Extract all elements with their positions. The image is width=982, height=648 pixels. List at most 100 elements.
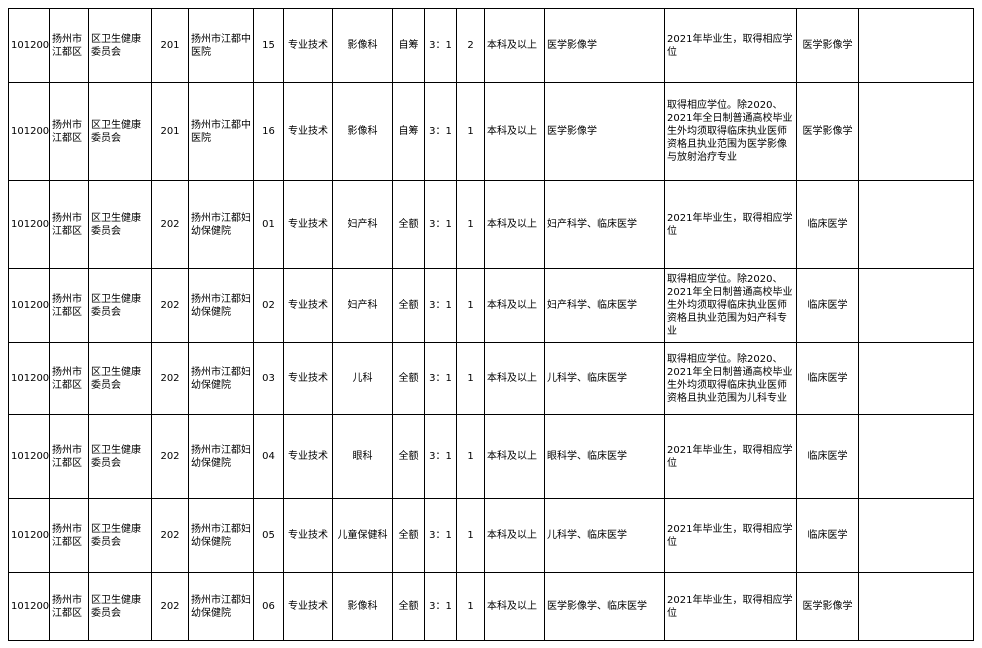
cell-dept: 区卫生健康委员会	[88, 180, 152, 269]
cell-code: 101200	[8, 268, 50, 343]
table-row: 101200 扬州市江都区 区卫生健康委员会 202 扬州市江都妇幼保健院 03 专业技术儿…	[8, 342, 974, 415]
cell-count: 1	[456, 342, 485, 415]
cell-dept: 区卫生健康委员会	[88, 414, 152, 499]
cell-unit-code: 202	[151, 572, 189, 641]
cell-code: 101200	[8, 342, 50, 415]
cell-unit: 扬州市江都妇幼保健院	[188, 268, 254, 343]
cell-count: 1	[456, 268, 485, 343]
cell-funding: 全额	[392, 180, 425, 269]
cell-major: 妇产科学、临床医学	[544, 268, 665, 343]
cell-major: 儿科学、临床医学	[544, 342, 665, 415]
cell-exam: 临床医学	[796, 342, 859, 415]
cell-ratio: 3：1	[424, 82, 457, 181]
cell-unit: 扬州市江都中医院	[188, 8, 254, 83]
cell-ratio: 3：1	[424, 414, 457, 499]
cell-major: 医学影像学	[544, 82, 665, 181]
cell-unit: 扬州市江都妇幼保健院	[188, 498, 254, 573]
cell-pos-code: 02	[253, 268, 284, 343]
cell-major: 妇产科学、临床医学	[544, 180, 665, 269]
cell-ratio: 3：1	[424, 268, 457, 343]
cell-unit-code: 202	[151, 414, 189, 499]
cell-ratio: 3：1	[424, 180, 457, 269]
cell-count: 2	[456, 8, 485, 83]
table-row: 101200 扬州市江都区 区卫生健康委员会 201 扬州市江都中医院 16 专业技术 影像科…	[8, 82, 974, 181]
cell-post: 眼科	[332, 414, 393, 499]
cell-edu: 本科及以上	[484, 268, 545, 343]
cell-ratio: 3：1	[424, 342, 457, 415]
cell-count: 1	[456, 82, 485, 181]
cell-exam: 临床医学	[796, 268, 859, 343]
cell-dept: 区卫生健康委员会	[88, 82, 152, 181]
cell-unit-code: 201	[151, 8, 189, 83]
cell-pos-code: 05	[253, 498, 284, 573]
cell-exam: 临床医学	[796, 180, 859, 269]
cell-unit: 扬州市江都妇幼保健院	[188, 572, 254, 641]
cell-pos-type: 专业技术	[283, 82, 333, 181]
table-row: 101200 扬州市江都区 区卫生健康委员会 202 扬州市江都妇幼保健院 05 专业技术儿…	[8, 498, 974, 573]
cell-req: 2021年毕业生，取得相应学位	[664, 414, 797, 499]
cell-note	[858, 268, 974, 343]
cell-funding: 全额	[392, 342, 425, 415]
cell-req: 2021年毕业生，取得相应学位	[664, 572, 797, 641]
cell-area: 扬州市江都区	[49, 268, 89, 343]
cell-funding: 全额	[392, 414, 425, 499]
cell-unit: 扬州市江都妇幼保健院	[188, 414, 254, 499]
cell-funding: 全额	[392, 498, 425, 573]
cell-major: 眼科学、临床医学	[544, 414, 665, 499]
cell-note	[858, 572, 974, 641]
cell-ratio: 3：1	[424, 498, 457, 573]
cell-pos-type: 专业技术	[283, 498, 333, 573]
cell-pos-code: 01	[253, 180, 284, 269]
cell-req: 取得相应学位。除2020、2021年全日制普通高校毕业生外均须取得临床执业医师资…	[664, 342, 797, 415]
cell-dept: 区卫生健康委员会	[88, 268, 152, 343]
cell-code: 101200	[8, 498, 50, 573]
cell-exam: 医学影像学	[796, 82, 859, 181]
cell-note	[858, 8, 974, 83]
cell-pos-code: 04	[253, 414, 284, 499]
cell-pos-code: 16	[253, 82, 284, 181]
cell-edu: 本科及以上	[484, 180, 545, 269]
cell-unit-code: 201	[151, 82, 189, 181]
cell-area: 扬州市江都区	[49, 498, 89, 573]
cell-unit: 扬州市江都妇幼保健院	[188, 180, 254, 269]
cell-major: 儿科学、临床医学	[544, 498, 665, 573]
cell-post: 妇产科	[332, 268, 393, 343]
cell-edu: 本科及以上	[484, 572, 545, 641]
cell-exam: 临床医学	[796, 414, 859, 499]
table-row: 101200 扬州市江都区 区卫生健康委员会 201 扬州市江都中医院 15 专业技术 影像科…	[8, 8, 974, 83]
cell-exam: 医学影像学	[796, 8, 859, 83]
cell-unit-code: 202	[151, 180, 189, 269]
cell-post: 影像科	[332, 82, 393, 181]
cell-code: 101200	[8, 180, 50, 269]
cell-note	[858, 82, 974, 181]
cell-area: 扬州市江都区	[49, 8, 89, 83]
cell-count: 1	[456, 498, 485, 573]
cell-dept: 区卫生健康委员会	[88, 572, 152, 641]
cell-funding: 全额	[392, 572, 425, 641]
cell-edu: 本科及以上	[484, 8, 545, 83]
cell-dept: 区卫生健康委员会	[88, 8, 152, 83]
cell-count: 1	[456, 572, 485, 641]
cell-unit: 扬州市江都中医院	[188, 82, 254, 181]
cell-note	[858, 180, 974, 269]
cell-post: 儿童保健科	[332, 498, 393, 573]
table-row: 101200 扬州市江都区 区卫生健康委员会 202 扬州市江都妇幼保健院 04 专业技术眼…	[8, 414, 974, 499]
cell-post: 妇产科	[332, 180, 393, 269]
cell-edu: 本科及以上	[484, 342, 545, 415]
table-row: 101200 扬州市江都区 区卫生健康委员会 202 扬州市江都妇幼保健院 01 专业技术妇…	[8, 180, 974, 269]
cell-count: 1	[456, 414, 485, 499]
cell-pos-type: 专业技术	[283, 8, 333, 83]
cell-funding: 自筹	[392, 8, 425, 83]
cell-area: 扬州市江都区	[49, 342, 89, 415]
cell-pos-code: 06	[253, 572, 284, 641]
cell-edu: 本科及以上	[484, 82, 545, 181]
cell-dept: 区卫生健康委员会	[88, 498, 152, 573]
cell-exam: 临床医学	[796, 498, 859, 573]
cell-area: 扬州市江都区	[49, 414, 89, 499]
cell-post: 影像科	[332, 572, 393, 641]
cell-post: 儿科	[332, 342, 393, 415]
cell-note	[858, 342, 974, 415]
cell-pos-code: 15	[253, 8, 284, 83]
cell-funding: 全额	[392, 268, 425, 343]
cell-major: 医学影像学	[544, 8, 665, 83]
